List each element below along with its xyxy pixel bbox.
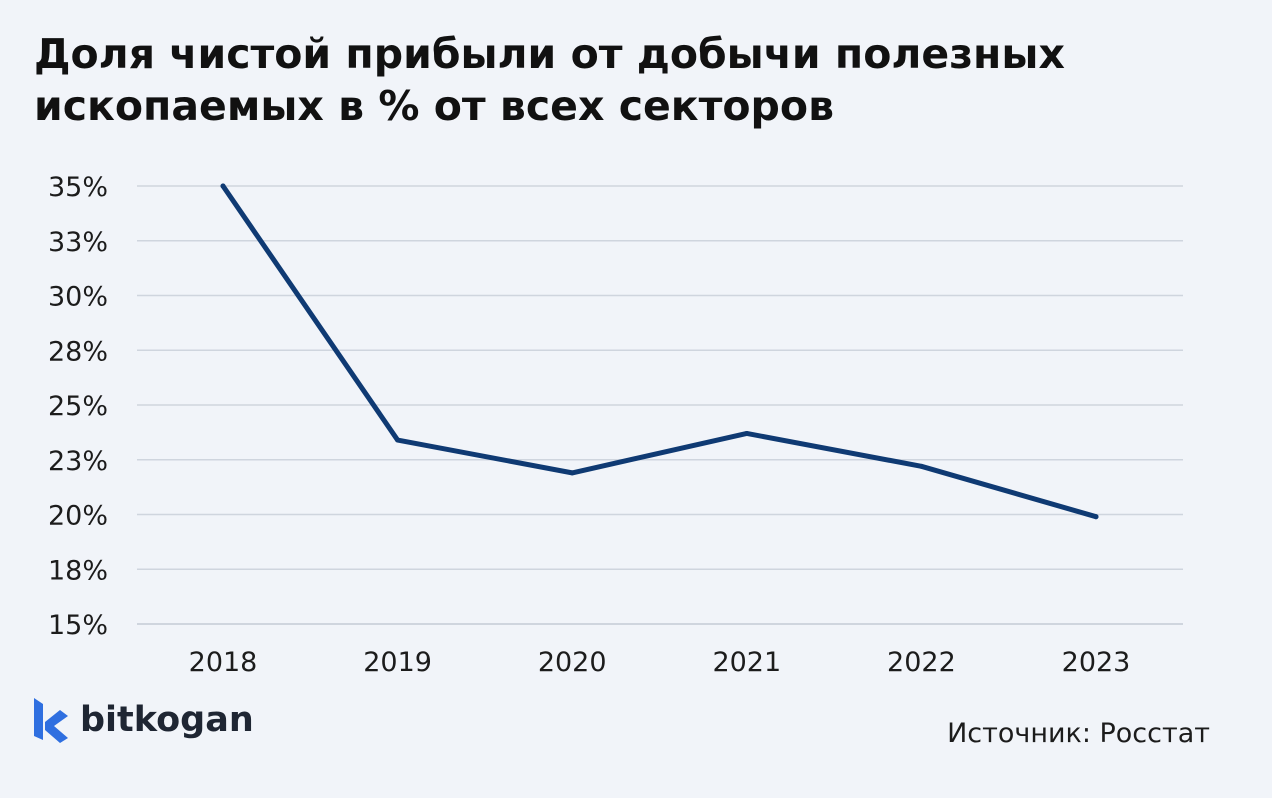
- y-tick-label: 25%: [48, 391, 108, 422]
- y-tick-label: 33%: [48, 227, 108, 258]
- y-tick-label: 15%: [48, 610, 108, 641]
- y-tick-label: 35%: [48, 172, 108, 203]
- x-tick-label: 2022: [887, 647, 956, 678]
- data-point: [918, 463, 924, 469]
- brand-name: bitkogan: [80, 700, 254, 740]
- x-tick-label: 2019: [363, 647, 432, 678]
- chart-title: Доля чистой прибыли от добычи полезных и…: [34, 30, 1065, 130]
- data-point: [395, 437, 401, 443]
- x-tick-label: 2021: [712, 647, 781, 678]
- y-tick-label: 20%: [48, 501, 108, 532]
- data-point: [1093, 514, 1099, 520]
- brand-logo: bitkogan: [30, 696, 254, 744]
- y-tick-label: 30%: [48, 282, 108, 313]
- x-tick-label: 2018: [189, 647, 258, 678]
- data-point: [220, 183, 226, 189]
- series-layer: [220, 183, 1099, 520]
- data-point: [569, 470, 575, 476]
- x-axis-ticks: 2018 2019 2020 2021 2022 2023: [189, 647, 1131, 678]
- y-tick-label: 18%: [48, 555, 108, 586]
- bitkogan-logo-icon: [34, 698, 68, 743]
- y-tick-label: 28%: [48, 336, 108, 367]
- x-tick-label: 2023: [1062, 647, 1131, 678]
- y-tick-label: 23%: [48, 446, 108, 477]
- source-note: Источник: Росстат: [947, 718, 1210, 749]
- data-point: [744, 430, 750, 436]
- y-axis-ticks: 15% 18% 20% 23% 25% 28% 30% 33% 35%: [48, 172, 108, 641]
- series-line: [220, 183, 1099, 520]
- grid-layer: [137, 185, 1183, 625]
- x-tick-label: 2020: [538, 647, 607, 678]
